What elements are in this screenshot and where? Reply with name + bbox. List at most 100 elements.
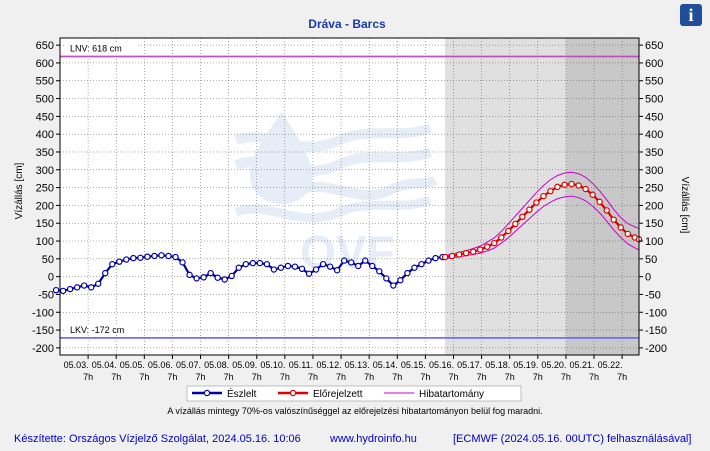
x-tick-label-hour: 7h <box>111 372 121 382</box>
x-tick-label-date: 05.06. <box>148 360 173 370</box>
x-axis: 05.03. 7h 05.04. 7h 05.05. 7h 05.06. 7h 05.07. 7h… <box>64 355 627 382</box>
y-tick-label-right: -150 <box>645 325 667 337</box>
observed-point <box>376 268 383 275</box>
forecast-point <box>469 248 477 255</box>
x-tick-label-hour: 7h <box>617 372 627 382</box>
y-tick-label-right: 500 <box>645 94 663 106</box>
forecast-point <box>617 224 624 231</box>
observed-point <box>270 266 278 273</box>
y-tick-label-right: -100 <box>645 307 667 319</box>
x-tick-label-date: 05.18. <box>485 360 510 370</box>
observed-point <box>432 254 439 262</box>
x-tick-label-hour: 7h <box>533 372 543 382</box>
x-tick-label-date: 05.17. <box>457 360 482 370</box>
forecast-point <box>547 187 554 195</box>
y-tick-label-right: 550 <box>645 76 663 88</box>
x-tick-label-hour: 7h <box>561 372 571 382</box>
x-tick-label-hour: 7h <box>589 372 599 382</box>
footer-model-note: [ECMWF (2024.05.16. 00UTC) felhasználásá… <box>453 433 692 445</box>
observed-point <box>277 264 285 271</box>
observed-point <box>326 263 334 270</box>
observed-point <box>116 258 123 265</box>
observed-point <box>207 269 214 277</box>
observed-point <box>362 257 369 264</box>
y-tick-label-right: -50 <box>645 289 661 301</box>
error-band-upper <box>444 171 640 256</box>
x-tick-label-hour: 7h <box>308 372 318 382</box>
forecast-point <box>624 230 631 238</box>
forecast-series <box>441 180 643 261</box>
x-tick-label-hour: 7h <box>252 372 262 382</box>
y-tick-label-left: 50 <box>42 254 54 266</box>
y-tick-label-left: 300 <box>36 165 54 177</box>
lkv-label: LKV: -172 cm <box>70 325 124 335</box>
chart-title: Dráva - Barcs <box>308 17 386 31</box>
observed-point <box>319 260 327 268</box>
forecast-point <box>491 239 498 247</box>
observed-point <box>397 277 404 284</box>
y-tick-label-left: 450 <box>36 111 54 123</box>
forecast-point <box>455 251 463 258</box>
info-button[interactable]: i <box>680 4 702 26</box>
y-tick-label-right: -200 <box>645 343 667 355</box>
x-tick-label-hour: 7h <box>83 372 93 382</box>
observed-point <box>165 252 172 260</box>
y-tick-label-left: 500 <box>36 94 54 106</box>
x-tick-label-hour: 7h <box>139 372 149 382</box>
forecast-point <box>512 220 519 228</box>
observed-point <box>95 280 102 287</box>
observed-point <box>298 265 306 273</box>
y-tick-label-right: 250 <box>645 183 663 195</box>
forecast-point <box>582 185 589 193</box>
x-tick-label-hour: 7h <box>364 372 374 382</box>
observed-point <box>144 253 151 260</box>
observed-point <box>73 284 81 291</box>
y-axis-left: 650600550500450400350300250200150100500-… <box>32 40 60 355</box>
y-tick-label-left: 550 <box>36 76 54 88</box>
forecast-point <box>484 243 491 250</box>
observed-point <box>214 274 221 281</box>
observed-point <box>291 263 299 270</box>
forecast-point <box>610 216 617 223</box>
observed-point <box>390 282 397 289</box>
x-tick-label-date: 05.14. <box>373 360 398 370</box>
reference-label-background <box>66 42 136 54</box>
legend-label-error-band: Hibatartomány <box>419 389 484 400</box>
observed-point <box>263 260 271 268</box>
y-tick-label-right: 100 <box>645 236 663 248</box>
x-tick-label-hour: 7h <box>224 372 234 382</box>
forecast-point <box>561 181 568 188</box>
x-tick-label-hour: 7h <box>505 372 515 382</box>
legend-label-observed: Észlelt <box>227 387 257 400</box>
x-tick-label-hour: 7h <box>448 372 458 382</box>
y-tick-label-right: 350 <box>645 147 663 159</box>
grid-lines <box>60 38 639 355</box>
observed-point <box>235 264 242 271</box>
y-tick-label-left: 350 <box>36 147 54 159</box>
x-tick-label-hour: 7h <box>420 372 430 382</box>
y-tick-label-right: 200 <box>645 200 663 212</box>
footer-website-link[interactable]: www.hydroinfo.hu <box>330 433 417 445</box>
observed-point <box>52 286 60 294</box>
legend-item-error-band: Hibatartomány <box>384 389 484 400</box>
observed-point <box>369 262 376 270</box>
forecast-point <box>519 213 526 221</box>
x-tick-label-date: 05.12. <box>317 360 342 370</box>
y-tick-label-right: 150 <box>645 218 663 230</box>
observed-point <box>333 267 341 274</box>
observed-point <box>312 266 320 273</box>
x-tick-label-hour: 7h <box>477 372 487 382</box>
axes <box>59 37 640 356</box>
forecast-point <box>575 182 582 189</box>
y-tick-label-left: 100 <box>36 236 54 248</box>
forecast-point <box>476 246 484 253</box>
observed-point <box>228 272 235 280</box>
x-tick-label-date: 05.11. <box>289 360 313 370</box>
reference-lines: LNV: 618 cm LKV: -172 cm <box>60 42 639 339</box>
x-tick-label-date: 05.13. <box>345 360 370 370</box>
x-tick-label-date: 05.09. <box>232 360 257 370</box>
forecast-point <box>505 227 512 235</box>
observed-point <box>383 275 390 282</box>
x-tick-label-date: 05.20. <box>541 360 566 370</box>
